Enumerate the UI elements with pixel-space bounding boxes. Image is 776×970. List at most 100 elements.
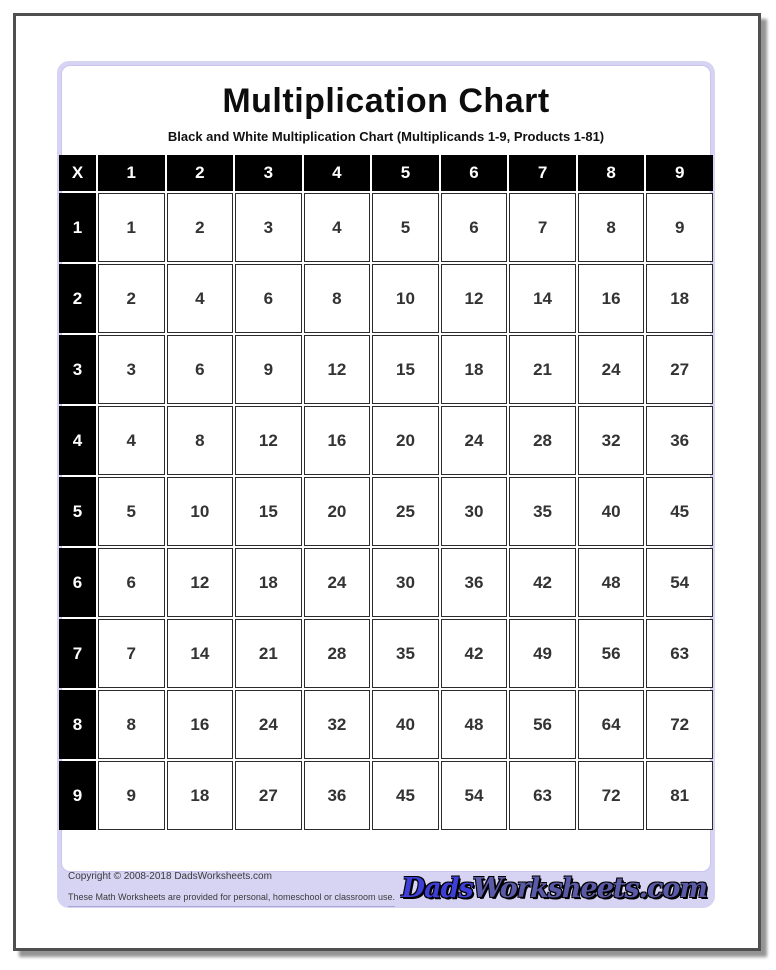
product-cell: 12 <box>440 264 508 333</box>
product-cell: 24 <box>577 335 645 404</box>
column-header-cell: 6 <box>440 155 508 191</box>
product-cell: 6 <box>98 548 165 617</box>
row-header-cell: 5 <box>59 477 96 546</box>
row-header-cell: 7 <box>59 619 96 688</box>
product-cell: 54 <box>646 548 713 617</box>
product-cell: 9 <box>235 335 302 404</box>
product-cell: 5 <box>372 193 439 262</box>
product-cell: 8 <box>303 264 371 333</box>
table-row: 6 6 12 18 24 30 36 42 48 54 <box>59 548 713 617</box>
product-cell: 21 <box>235 619 302 688</box>
product-cell: 35 <box>372 619 439 688</box>
table-row: 4 4 8 12 16 20 24 28 32 36 <box>59 406 713 475</box>
product-cell: 8 <box>166 406 234 475</box>
product-cell: 72 <box>577 761 645 830</box>
product-cell: 16 <box>577 264 645 333</box>
product-cell: 6 <box>166 335 234 404</box>
product-cell: 32 <box>303 690 371 759</box>
product-cell: 9 <box>646 193 713 262</box>
product-cell: 30 <box>372 548 439 617</box>
usage-text: These Math Worksheets are provided for p… <box>68 891 395 907</box>
column-header-cell: 9 <box>646 155 713 191</box>
product-cell: 64 <box>577 690 645 759</box>
table-row: 9 9 18 27 36 45 54 63 72 81 <box>59 761 713 830</box>
product-cell: 56 <box>509 690 576 759</box>
product-cell: 56 <box>577 619 645 688</box>
product-cell: 16 <box>166 690 234 759</box>
product-cell: 4 <box>98 406 165 475</box>
product-cell: 28 <box>303 619 371 688</box>
product-cell: 3 <box>98 335 165 404</box>
product-cell: 5 <box>98 477 165 546</box>
dadsworksheets-logo: DadsWorksheets.com <box>401 873 708 904</box>
column-header-cell: 4 <box>303 155 371 191</box>
product-cell: 9 <box>98 761 165 830</box>
footer: Copyright © 2008-2018 DadsWorksheets.com… <box>68 871 709 907</box>
product-cell: 42 <box>440 619 508 688</box>
worksheet-page: Multiplication Chart Black and White Mul… <box>13 13 761 951</box>
product-cell: 6 <box>235 264 302 333</box>
product-cell: 72 <box>646 690 713 759</box>
product-cell: 42 <box>509 548 576 617</box>
product-cell: 32 <box>577 406 645 475</box>
product-cell: 36 <box>440 548 508 617</box>
row-header-cell: 8 <box>59 690 96 759</box>
row-header-cell: 1 <box>59 193 96 262</box>
product-cell: 4 <box>303 193 371 262</box>
row-header-cell: 2 <box>59 264 96 333</box>
product-cell: 7 <box>98 619 165 688</box>
product-cell: 45 <box>372 761 439 830</box>
product-cell: 2 <box>98 264 165 333</box>
product-cell: 40 <box>577 477 645 546</box>
row-header-cell: 9 <box>59 761 96 830</box>
table-row: 8 8 16 24 32 40 48 56 64 72 <box>59 690 713 759</box>
table-row: 5 5 10 15 20 25 30 35 40 45 <box>59 477 713 546</box>
table-row: 2 2 4 6 8 10 12 14 16 18 <box>59 264 713 333</box>
logo-text-com: .com <box>638 873 708 904</box>
product-cell: 1 <box>98 193 165 262</box>
page-subtitle: Black and White Multiplication Chart (Mu… <box>167 129 605 144</box>
product-cell: 48 <box>440 690 508 759</box>
product-cell: 81 <box>646 761 713 830</box>
table-body: 1 1 2 3 4 5 6 7 8 9 2 2 4 6 8 10 12 14 16 18 3 3 6 9 12 15 18 21 24 2… <box>59 193 713 830</box>
product-cell: 3 <box>235 193 302 262</box>
table-row: 3 3 6 9 12 15 18 21 24 27 <box>59 335 713 404</box>
logo-text-dads: Dads <box>401 873 474 904</box>
product-cell: 6 <box>440 193 508 262</box>
product-cell: 15 <box>372 335 439 404</box>
corner-header-cell: X <box>59 155 96 191</box>
product-cell: 20 <box>372 406 439 475</box>
logo-text-worksheets: Worksheets <box>472 873 640 904</box>
product-cell: 49 <box>509 619 576 688</box>
product-cell: 24 <box>440 406 508 475</box>
product-cell: 7 <box>509 193 576 262</box>
product-cell: 20 <box>303 477 371 546</box>
product-cell: 12 <box>166 548 234 617</box>
product-cell: 14 <box>166 619 234 688</box>
product-cell: 27 <box>235 761 302 830</box>
product-cell: 54 <box>440 761 508 830</box>
page-title: Multiplication Chart <box>222 82 550 120</box>
row-header-cell: 3 <box>59 335 96 404</box>
product-cell: 21 <box>509 335 576 404</box>
product-cell: 18 <box>166 761 234 830</box>
product-cell: 25 <box>372 477 439 546</box>
copyright-text: Copyright © 2008-2018 DadsWorksheets.com <box>68 871 272 882</box>
column-header-cell: 7 <box>509 155 576 191</box>
column-header-cell: 2 <box>166 155 234 191</box>
product-cell: 10 <box>166 477 234 546</box>
product-cell: 24 <box>235 690 302 759</box>
product-cell: 63 <box>509 761 576 830</box>
product-cell: 10 <box>372 264 439 333</box>
product-cell: 12 <box>235 406 302 475</box>
product-cell: 18 <box>646 264 713 333</box>
product-cell: 4 <box>166 264 234 333</box>
product-cell: 18 <box>235 548 302 617</box>
product-cell: 8 <box>577 193 645 262</box>
product-cell: 8 <box>98 690 165 759</box>
product-cell: 12 <box>303 335 371 404</box>
